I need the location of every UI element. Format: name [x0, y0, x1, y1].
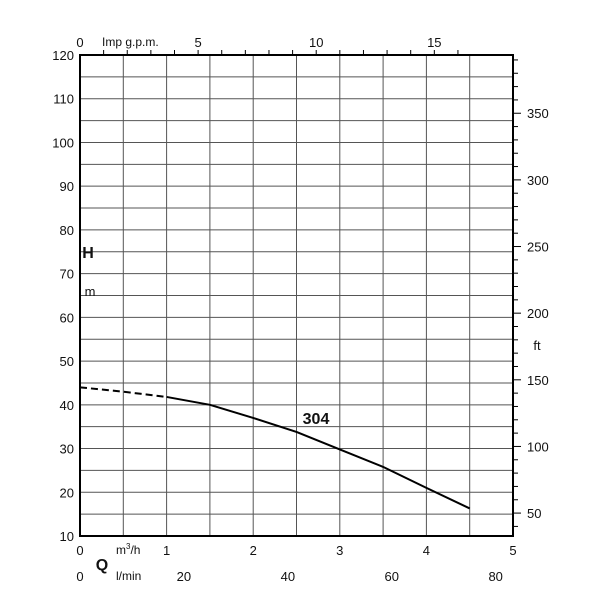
y-tick-label: 50 [60, 354, 74, 369]
y-tick-label: 80 [60, 223, 74, 238]
y-tick-label: 10 [60, 529, 74, 544]
right-tick-label: 150 [527, 373, 549, 388]
y-tick-label: 30 [60, 442, 74, 457]
x-unit-m3h: m3/h [116, 542, 140, 557]
top-tick-label: 0 [76, 35, 83, 50]
y-tick-label: 100 [52, 135, 74, 150]
y-axis-label-m: m [85, 284, 96, 299]
right-tick-label: 200 [527, 306, 549, 321]
grid-lines [80, 55, 513, 536]
y-tick-label: 110 [53, 92, 74, 107]
x-tick-label: 1 [163, 543, 170, 558]
right-tick-label: 100 [527, 439, 549, 454]
right-tick-label: 250 [527, 240, 549, 255]
top-axis-ticks: 0 5 10 15 [76, 35, 459, 55]
series-line-solid [166, 395, 471, 510]
x-lmin-tick-label: 0 [76, 569, 83, 584]
series-line-dashed [79, 386, 167, 398]
x-tick-label: 5 [509, 543, 516, 558]
y-tick-label: 40 [60, 398, 74, 413]
x-tick-label: 0 [76, 543, 83, 558]
x-lmin-tick-label: 80 [488, 569, 502, 584]
top-tick-label: 15 [427, 35, 441, 50]
y-tick-label: 120 [52, 48, 74, 63]
x-tick-label: 4 [423, 543, 430, 558]
right-axis-ticks: 50 100 150 200 250 300 350 [513, 59, 549, 527]
right-tick-label: 300 [527, 173, 549, 188]
y-tick-label: 60 [60, 310, 74, 325]
y-tick-label: 20 [60, 485, 74, 500]
x-lmin-tick-label: 60 [385, 569, 399, 584]
curve-label-304: 304 [303, 411, 330, 428]
y-axis-label-H: H [82, 245, 94, 262]
right-tick-label: 50 [527, 506, 541, 521]
x-tick-label: 3 [336, 543, 343, 558]
y-tick-label: 90 [60, 179, 74, 194]
top-tick-label: 10 [309, 35, 323, 50]
right-unit-label: ft [533, 338, 541, 353]
series-group [79, 386, 471, 510]
y-tick-label: 70 [60, 267, 74, 282]
x-axis-label-Q: Q [96, 557, 108, 574]
x-lmin-tick-label: 20 [177, 569, 191, 584]
top-tick-label: 5 [194, 35, 201, 50]
x-lmin-tick-label: 40 [281, 569, 295, 584]
x-unit-lmin: l/min [116, 569, 141, 583]
plot-frame [79, 54, 514, 537]
right-tick-label: 350 [527, 106, 549, 121]
x-tick-label: 2 [250, 543, 257, 558]
top-unit-label: Imp g.p.m. [102, 35, 159, 49]
